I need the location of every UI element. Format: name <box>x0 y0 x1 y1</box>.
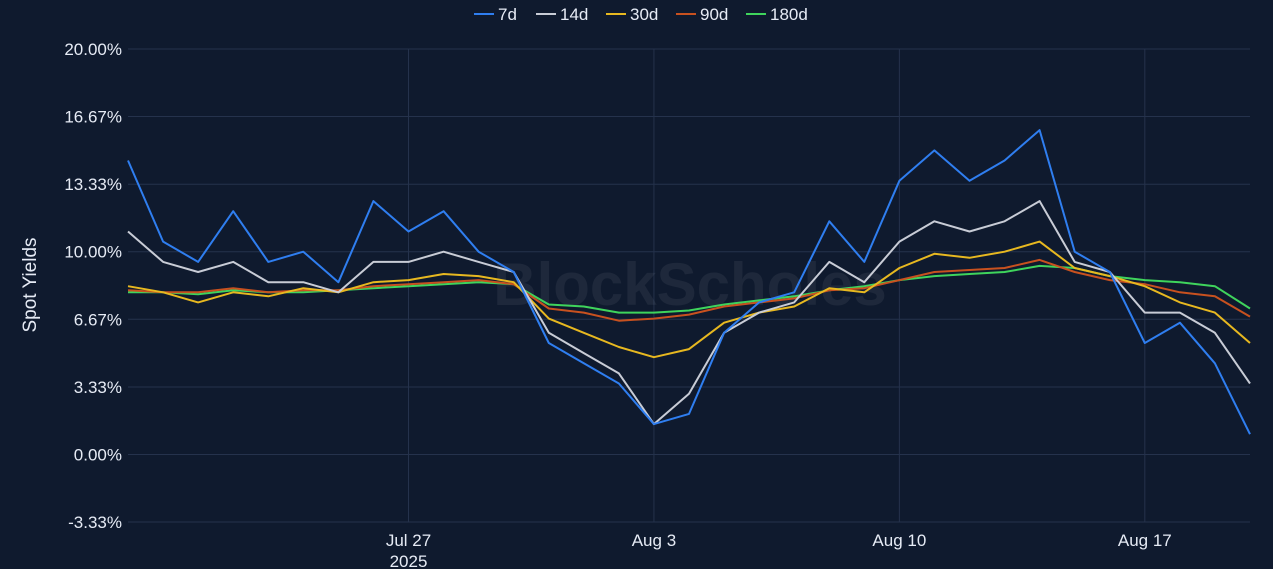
y-tick-label: 3.33% <box>74 378 122 397</box>
x-tick-label: Aug 10 <box>872 531 926 550</box>
y-axis-ticks: 20.00% 16.67% 13.33% 10.00% 6.67% 3.33% 0.00% -… <box>64 40 122 532</box>
y-tick-label: 13.33% <box>64 175 122 194</box>
legend-item-30d[interactable]: 30d <box>606 5 658 24</box>
legend-item-14d[interactable]: 14d <box>536 5 588 24</box>
x-axis-ticks: Jul 27 2025 Aug 3 Aug 10 Aug 17 <box>386 531 1172 569</box>
legend: 7d 14d 30d 90d 180d <box>474 5 808 24</box>
x-tick-label: Jul 27 <box>386 531 431 550</box>
legend-label: 180d <box>770 5 808 24</box>
y-tick-label: 6.67% <box>74 310 122 329</box>
y-tick-label: 16.67% <box>64 108 122 127</box>
legend-label: 30d <box>630 5 658 24</box>
legend-item-90d[interactable]: 90d <box>676 5 728 24</box>
series-line-7d <box>127 129 1251 435</box>
legend-item-7d[interactable]: 7d <box>474 5 517 24</box>
y-tick-label: 20.00% <box>64 40 122 59</box>
legend-label: 14d <box>560 5 588 24</box>
legend-label: 90d <box>700 5 728 24</box>
watermark-text: BlockScholes <box>493 251 887 318</box>
x-tick-label: Aug 3 <box>632 531 676 550</box>
series-line-30d <box>127 240 1251 359</box>
y-tick-label: 10.00% <box>64 243 122 262</box>
y-axis-title: Spot Yields <box>20 237 41 332</box>
series-lines <box>127 129 1251 435</box>
y-tick-label: 0.00% <box>74 445 122 464</box>
legend-label: 7d <box>498 5 517 24</box>
y-tick-label: -3.33% <box>68 513 122 532</box>
series-line-14d <box>127 200 1251 426</box>
x-tick-label: Aug 17 <box>1118 531 1172 550</box>
grid-lines <box>128 48 1250 523</box>
legend-item-180d[interactable]: 180d <box>746 5 808 24</box>
x-tick-year-label: 2025 <box>390 552 428 569</box>
